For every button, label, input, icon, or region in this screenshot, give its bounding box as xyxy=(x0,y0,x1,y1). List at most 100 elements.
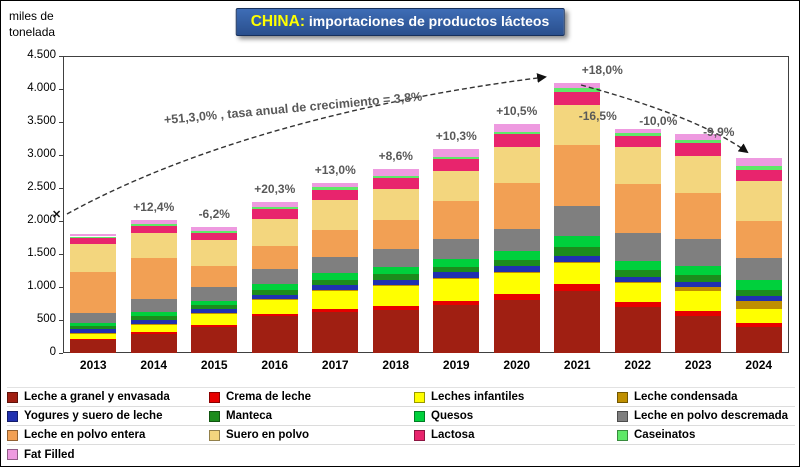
bar-segment-leche-en-polvo-descremada xyxy=(251,269,298,285)
bar-segment-yogures-y-suero-de-leche xyxy=(70,328,117,333)
bar-segment-yogures-y-suero-de-leche xyxy=(614,277,661,282)
legend-label: Yogures y suero de leche xyxy=(24,410,163,422)
bar-segment-leche-en-polvo-descremada xyxy=(191,287,238,301)
bar-segment-leche-en-polvo-descremada xyxy=(675,239,722,266)
bar-segment-leche-en-polvo-descremada xyxy=(130,299,177,313)
pct-change-label: +10,5% xyxy=(496,104,538,119)
bar-segment-suero-en-polvo xyxy=(735,181,782,221)
legend-item-manteca: Manteca xyxy=(209,410,414,422)
bar-segment-quesos xyxy=(735,279,782,291)
bar-segment-lactosa xyxy=(735,169,782,182)
bar-segment-yogures-y-suero-de-leche xyxy=(493,266,540,272)
legend-swatch xyxy=(617,410,628,422)
legend-item-leche-en-polvo-entera: Leche en polvo entera xyxy=(7,429,209,441)
y-axis-tick-mark xyxy=(59,221,63,222)
legend-item-leche-en-polvo-descremada: Leche en polvo descremada xyxy=(617,410,795,422)
bar-segment-quesos xyxy=(614,260,661,271)
bar-segment-suero-en-polvo xyxy=(433,171,480,201)
bar-segment-caseinatos xyxy=(191,230,238,233)
x-axis-label: 2024 xyxy=(745,358,773,372)
bar-segment-manteca xyxy=(614,270,661,278)
legend-swatch xyxy=(7,429,18,441)
bar-segment-yogures-y-suero-de-leche xyxy=(675,281,722,287)
y-axis-tick-label: 3.500 xyxy=(27,115,56,127)
legend-label: Crema de leche xyxy=(226,391,312,403)
bar-segment-leche-a-granel-y-envasada xyxy=(312,312,359,353)
bar-segment-manteca xyxy=(251,289,298,295)
bar-segment-caseinatos xyxy=(70,236,117,239)
legend-row: Leche en polvo entera Suero en polvo Lacto… xyxy=(7,426,795,445)
legend-row: Fat Filled xyxy=(7,445,795,464)
bar-segment-manteca xyxy=(130,316,177,320)
bar-segment-leche-en-polvo-descremada xyxy=(433,239,480,259)
bar-segment-leche-a-granel-y-envasada xyxy=(372,310,419,353)
bar-segment-leche-en-polvo-entera xyxy=(493,182,540,229)
bar-segment-leche-en-polvo-entera xyxy=(251,246,298,270)
bar-segment-yogures-y-suero-de-leche xyxy=(433,272,480,278)
legend-item-lactosa: Lactosa xyxy=(414,429,617,441)
bar-segment-leche-en-polvo-descremada xyxy=(614,233,661,261)
y-axis-tick-label: 4.000 xyxy=(27,82,56,94)
chart-title-highlight: CHINA: xyxy=(250,13,305,30)
pct-change-label: -9,9% xyxy=(703,124,735,139)
legend-label: Caseinatos xyxy=(634,429,696,441)
legend-swatch xyxy=(7,449,18,460)
y-axis-tick-mark xyxy=(59,122,63,123)
legend-swatch xyxy=(617,391,628,403)
y-axis-unit-label: miles de tonelada xyxy=(9,9,55,40)
pct-change-label: +8,6% xyxy=(378,148,413,163)
bar-segment-manteca xyxy=(191,305,238,310)
bar-segment-quesos xyxy=(554,235,601,248)
legend-swatch xyxy=(7,410,18,422)
bar-segment-quesos xyxy=(70,323,117,327)
legend: Leche a granel y envasada Crema de leche L… xyxy=(7,387,795,464)
bar-segment-leche-en-polvo-entera xyxy=(675,192,722,240)
bar-segment-lactosa xyxy=(614,135,661,147)
legend-item-crema-de-leche: Crema de leche xyxy=(209,391,414,403)
bar-segment-crema-de-leche xyxy=(130,332,177,334)
bar-segment-leche-a-granel-y-envasada xyxy=(554,291,601,353)
bar-segment-yogures-y-suero-de-leche xyxy=(554,255,601,262)
bar-segment-fat-filled xyxy=(554,82,601,89)
bar-segment-suero-en-polvo xyxy=(191,239,238,266)
bar-segment-leche-en-polvo-descremada xyxy=(312,257,359,273)
bar-segment-caseinatos xyxy=(735,165,782,170)
bar-segment-suero-en-polvo xyxy=(493,146,540,183)
bar-segment-lactosa xyxy=(554,91,601,106)
bar-segment-fat-filled xyxy=(191,227,238,231)
legend-label: Lactosa xyxy=(431,429,475,441)
y-axis-unit-line1: miles de xyxy=(9,9,54,23)
bar-segment-quesos xyxy=(191,300,238,306)
bar-segment-leche-a-granel-y-envasada xyxy=(735,327,782,353)
y-axis-tick-label: 1.500 xyxy=(27,247,56,259)
legend-label: Quesos xyxy=(431,410,474,422)
legend-swatch xyxy=(414,429,425,441)
bar-segment-crema-de-leche xyxy=(70,339,117,341)
legend-label: Leches infantiles xyxy=(431,391,525,403)
bar-segment-leches-infantiles xyxy=(251,299,298,314)
bar-segment-quesos xyxy=(493,251,540,260)
y-axis-unit-line2: tonelada xyxy=(9,24,56,39)
bar-segment-yogures-y-suero-de-leche xyxy=(191,309,238,314)
bar-segment-leches-infantiles xyxy=(130,324,177,333)
bar-segment-leches-infantiles xyxy=(735,308,782,324)
bar-segment-leches-infantiles xyxy=(191,313,238,325)
bar-segment-crema-de-leche xyxy=(493,294,540,301)
bar-segment-manteca xyxy=(493,259,540,267)
bar-segment-leche-a-granel-y-envasada xyxy=(251,316,298,353)
bar-segment-yogures-y-suero-de-leche xyxy=(372,279,419,285)
pct-change-label: +20,3% xyxy=(254,181,296,196)
bar-segment-caseinatos xyxy=(130,223,177,226)
bar-segment-quesos xyxy=(433,258,480,267)
y-axis-tick-mark xyxy=(59,320,63,321)
legend-swatch xyxy=(209,410,220,422)
legend-item-fat-filled: Fat Filled xyxy=(7,449,209,461)
legend-item-leche-condensada: Leche condensada xyxy=(617,391,795,403)
y-axis-tick-mark xyxy=(59,188,63,189)
bar-segment-leches-infantiles xyxy=(675,290,722,312)
legend-item-caseinatos: Caseinatos xyxy=(617,429,795,441)
bar-segment-suero-en-polvo xyxy=(312,199,359,230)
bar-segment-crema-de-leche xyxy=(191,324,238,327)
bar-segment-leche-a-granel-y-envasada xyxy=(191,326,238,353)
